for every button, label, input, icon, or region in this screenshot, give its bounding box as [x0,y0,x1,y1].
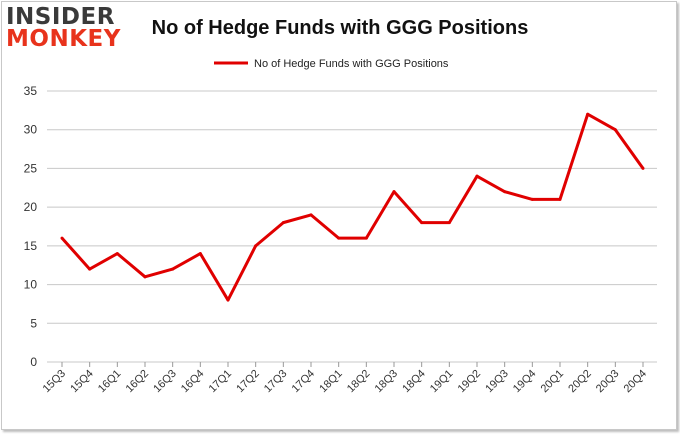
data-point [60,236,64,240]
data-point [309,213,313,217]
x-tick-label: 17Q4 [290,368,318,396]
logo-text-bottom: MONKEY [6,26,121,52]
data-point [392,190,396,194]
data-point [641,166,645,170]
x-axis: 15Q3 15Q4 16Q1 16Q2 16Q3 16Q4 17Q1 17Q2 17Q3 17Q4… [41,362,650,396]
data-point [115,252,119,256]
data-point [420,221,424,225]
x-tick-label: 15Q4 [68,368,96,396]
x-tick-label: 20Q2 [566,368,594,396]
x-tick-label: 18Q1 [317,368,345,396]
data-point [198,252,202,256]
x-tick-label: 20Q3 [594,368,622,396]
data-point [530,197,534,201]
y-axis: 0 5 10 15 20 25 30 35 [24,84,38,369]
x-tick-label: 16Q2 [124,368,152,396]
data-point [586,112,590,116]
x-tick-label: 18Q2 [345,368,373,396]
x-tick-label: 19Q4 [511,368,539,396]
x-tick-label: 16Q4 [179,368,207,396]
y-tick-label: 35 [24,84,38,98]
y-tick-label: 5 [30,316,37,330]
data-point [281,221,285,225]
legend: No of Hedge Funds with GGG Positions [214,58,449,70]
y-tick-label: 0 [30,355,37,369]
chart-title: No of Hedge Funds with GGG Positions [151,17,529,39]
x-tick-label: 17Q3 [262,368,290,396]
y-tick-label: 25 [24,161,38,175]
data-point [558,197,562,201]
x-tick-label: 16Q3 [151,368,179,396]
y-tick-label: 20 [24,200,38,214]
x-tick-label: 17Q2 [234,368,262,396]
data-point [337,236,341,240]
data-point [226,298,230,302]
data-point [613,128,617,132]
x-tick-label: 18Q3 [373,368,401,396]
x-tick-label: 19Q2 [456,368,484,396]
x-tick-label: 19Q1 [428,368,456,396]
logo-text-top: INSIDER [6,4,115,30]
y-tick-label: 30 [24,123,38,137]
x-tick-label: 18Q4 [400,368,428,396]
data-point [171,267,175,271]
legend-label: No of Hedge Funds with GGG Positions [254,58,449,70]
x-tick-label: 20Q4 [622,368,650,396]
data-point [447,221,451,225]
series-layer [60,112,645,302]
data-point [475,174,479,178]
insider-monkey-logo: INSIDER MONKEY [6,6,128,51]
data-point [143,275,147,279]
x-tick-label: 19Q3 [483,368,511,396]
y-tick-label: 15 [24,239,38,253]
y-tick-label: 10 [24,278,38,292]
x-tick-label: 17Q1 [207,368,235,396]
x-tick-label: 20Q1 [539,368,567,396]
data-point [364,236,368,240]
data-point [88,267,92,271]
series-line [60,112,645,302]
data-point [254,244,258,248]
x-tick-label: 15Q3 [41,368,69,396]
x-tick-label: 16Q1 [96,368,124,396]
grid [47,90,657,363]
data-point [503,190,507,194]
